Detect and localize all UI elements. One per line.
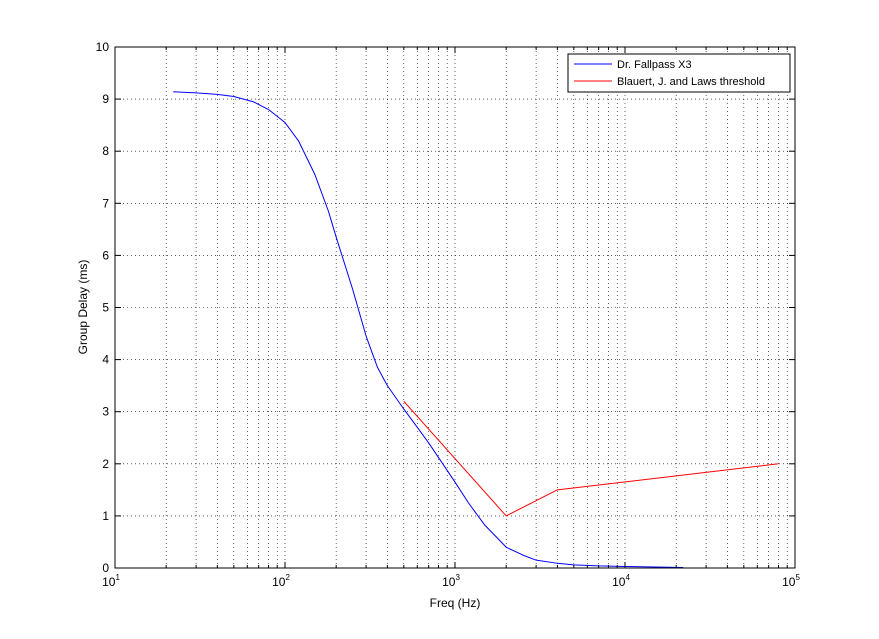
legend: Dr. Fallpass X3 Blauert, J. and Laws thr… [567,53,791,93]
y-tick-label: 7 [102,196,109,210]
y-tick-labels: 0 1 2 3 4 5 6 7 8 9 10 [96,40,110,575]
series-line-fallpass [173,91,684,568]
y-tick-label: 9 [102,92,109,106]
x-tick-label: 105 [782,573,800,589]
y-tick-label: 6 [102,248,109,262]
y-tick-label: 4 [102,353,109,367]
x-tick-labels: 101 102 103 104 105 [102,573,800,589]
y-tick-label: 8 [102,144,109,158]
x-tick-label: 103 [442,573,460,589]
y-tick-label: 3 [102,405,109,419]
y-tick-label: 1 [102,509,109,523]
y-tick-label: 0 [102,561,109,575]
legend-box [567,53,791,93]
legend-label-fallpass: Dr. Fallpass X3 [617,59,692,71]
axis-ticks [114,46,796,569]
y-tick-label: 10 [96,40,110,54]
x-axis-label: Freq (Hz) [430,596,481,610]
x-tick-label: 102 [272,573,290,589]
y-tick-label: 2 [102,457,109,471]
grid [115,47,795,568]
x-tick-label: 104 [612,573,630,589]
legend-label-threshold: Blauert, J. and Laws threshold [617,76,765,88]
x-tick-label: 101 [102,573,120,589]
plot-area [173,91,779,568]
y-axis-label: Group Delay (ms) [76,260,90,355]
y-tick-label: 5 [102,301,109,315]
series-line-threshold [403,400,779,517]
